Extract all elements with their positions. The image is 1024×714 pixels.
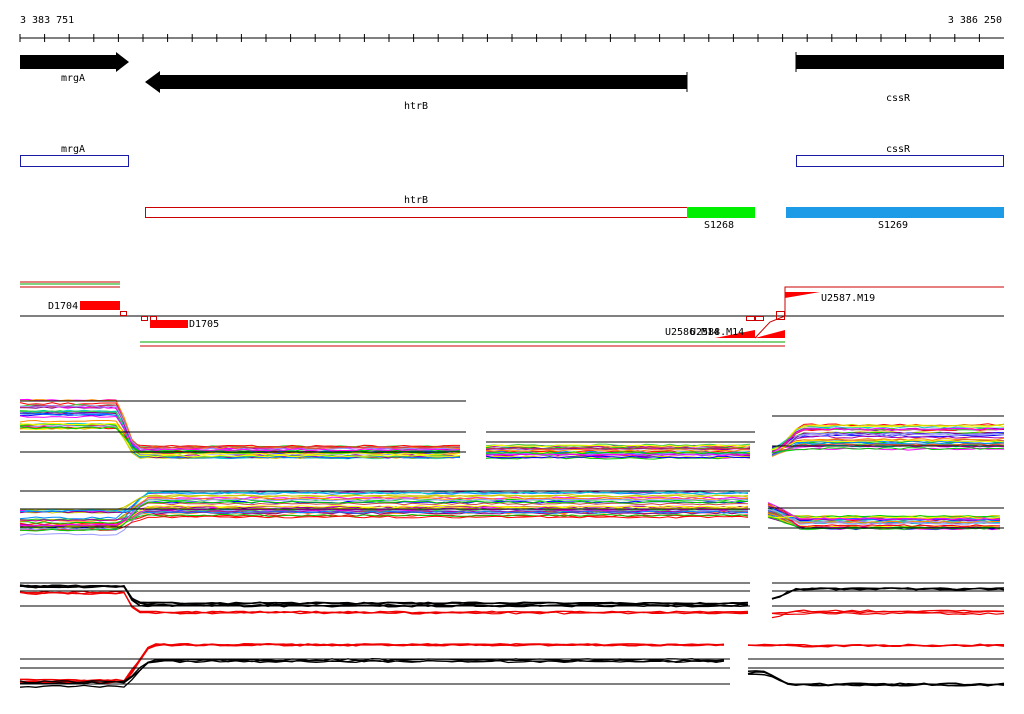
expression-line [771,427,1005,454]
probe-label: U2588.M14 [690,327,744,338]
expression-line [485,444,751,448]
expression-line [767,509,1001,525]
expression-line [19,504,749,529]
expression-line [20,513,749,524]
transcript-label: cssR [886,144,911,155]
gene-arrow [145,71,687,93]
gene-label: htrB [404,101,428,112]
expression-line [485,446,751,450]
probe-label: U2586.M14 [665,327,719,338]
expression-line [19,659,725,685]
probe-label: U2587.M19 [821,293,875,304]
expression-line [767,507,1001,531]
expression-line [771,441,1005,456]
probe-line [784,286,1004,316]
expression-line [485,443,751,447]
transcript-box [687,207,755,218]
expression-line [19,415,461,452]
gene-label: mrgA [61,73,85,84]
probe-marker [141,316,148,321]
ruler-start: 3 383 751 [20,15,74,26]
expression-line [19,507,749,527]
expression-line [19,497,749,522]
expression-line [771,437,1005,453]
transcript-label: S1268 [704,220,734,231]
expression-tracks [19,398,1005,688]
transcript-box [796,155,1004,167]
expression-line [19,422,461,458]
transcript-label: S1269 [878,220,908,231]
expression-line [747,643,1005,648]
expression-line [771,443,1005,453]
expression-line [19,404,460,449]
expression-line [19,494,749,512]
probe-wedge [755,330,785,338]
expression-line [771,423,1005,457]
probe-wedge [785,292,820,298]
probe [80,301,120,310]
transcript-box [20,155,129,167]
expression-line [19,491,749,528]
expression-line [771,447,1005,454]
gene-arrow [20,52,129,72]
probe-link [754,315,786,339]
probe-track: D1704 D1705 U2587.M19 U2586.M14 U2588.M1… [20,281,1004,347]
expression-line [19,426,461,454]
probe-marker [755,316,764,321]
ruler-ticks [19,34,980,42]
transcript-label: mrgA [61,144,85,155]
expression-line [19,515,749,531]
probe-label: D1705 [189,319,219,330]
expression-line [747,671,1005,686]
transcript-box [786,207,1004,218]
expression-line [19,498,749,531]
expression-line [767,502,1001,521]
expression-line [485,448,751,452]
transcript-label: htrB [404,195,428,206]
expression-line [19,425,461,456]
expression-line [771,432,1005,455]
expression-line [19,584,749,606]
expression-line [485,455,751,459]
expression-line [767,509,1001,528]
ruler-end: 3 386 250 [948,15,1002,26]
expression-line [771,439,1005,451]
expression-line [20,643,725,682]
expression-line [485,453,751,456]
expression-line [771,435,1005,453]
expression-line [19,404,461,451]
probe [150,320,188,328]
probe-label: D1704 [48,301,78,312]
expression-line [771,439,1005,451]
expression-line [485,451,751,455]
expression-line [771,587,1005,600]
gene-label: cssR [886,93,911,104]
expression-line [19,590,749,615]
gene-arrow [796,55,1004,69]
expression-line [19,500,749,532]
probe-wedge [715,330,755,338]
probe-marker [746,316,755,321]
expression-line [767,515,1001,519]
expression-line [771,612,1005,616]
expression-line [767,512,1000,524]
expression-line [771,609,1005,619]
probe-marker [120,311,127,316]
expression-line [771,424,1005,451]
